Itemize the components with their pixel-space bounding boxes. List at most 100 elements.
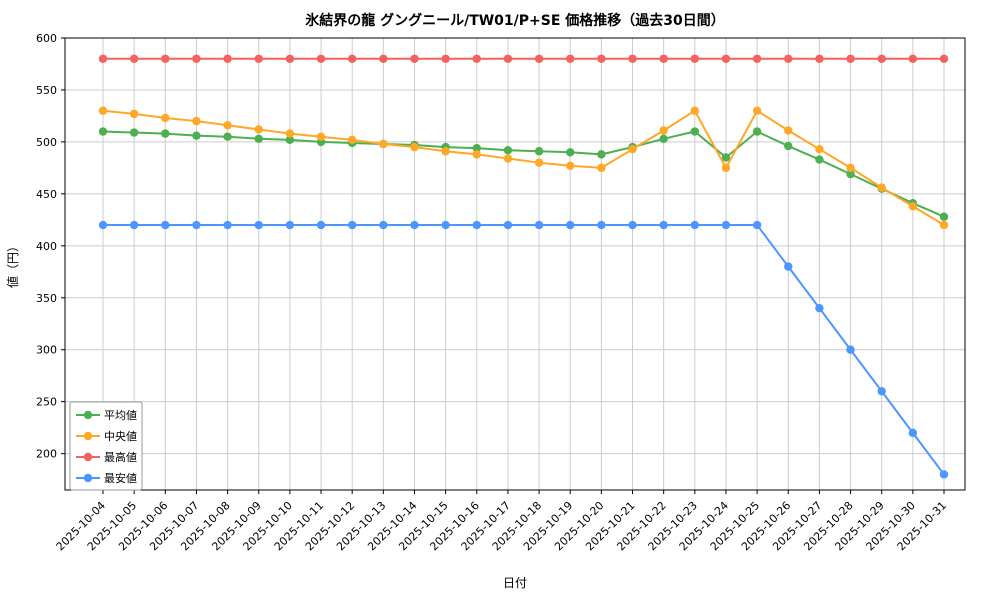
legend-label: 中央値	[104, 430, 137, 443]
data-point	[597, 163, 606, 173]
data-point	[503, 220, 513, 230]
data-point	[441, 54, 450, 63]
y-tick-label: 200	[36, 448, 57, 461]
data-point	[441, 220, 450, 230]
data-point	[285, 54, 295, 63]
data-point	[908, 202, 918, 211]
data-point	[628, 144, 637, 154]
data-point	[503, 54, 513, 63]
data-point	[379, 54, 388, 63]
data-point	[877, 387, 886, 396]
series-line-0	[102, 130, 945, 218]
data-point	[161, 220, 170, 230]
series-line-1	[102, 109, 945, 226]
data-point	[98, 54, 108, 63]
data-point	[254, 134, 263, 143]
data-point	[285, 129, 295, 138]
data-point	[161, 113, 170, 123]
data-point	[98, 220, 108, 230]
data-point	[597, 150, 606, 159]
plot-border	[64, 37, 966, 491]
data-point	[908, 54, 918, 63]
data-point	[223, 121, 232, 130]
data-point	[846, 345, 855, 354]
data-point	[721, 163, 731, 173]
chart-title: 氷結界の龍 グングニール/TW01/P+SE 価格推移（過去30日間）	[305, 12, 725, 29]
data-point	[223, 220, 232, 230]
data-point	[223, 54, 232, 63]
y-axis-label: 値（円）	[5, 240, 20, 288]
legend-marker	[83, 431, 93, 441]
data-point	[347, 135, 357, 145]
data-point	[721, 220, 731, 230]
y-tick-label: 300	[36, 344, 57, 357]
y-tick-label: 450	[36, 188, 57, 201]
data-point	[129, 54, 139, 63]
data-point	[908, 428, 918, 438]
data-point	[285, 220, 295, 230]
data-point	[721, 153, 731, 162]
data-point	[597, 220, 606, 230]
data-point	[784, 54, 793, 63]
legend-marker	[83, 410, 93, 420]
data-point	[752, 54, 762, 63]
data-point	[815, 155, 824, 164]
legend-label: 平均値	[104, 409, 137, 422]
plot-area: 2002503003504004505005506002025-10-04202…	[36, 32, 966, 553]
data-point	[846, 169, 855, 179]
data-point	[784, 126, 793, 135]
data-point	[347, 54, 357, 63]
data-point	[939, 54, 949, 63]
legend-box	[69, 401, 143, 491]
data-point	[815, 144, 824, 154]
data-point	[566, 161, 575, 171]
data-point	[254, 220, 263, 230]
data-point	[472, 54, 481, 63]
data-point	[192, 131, 201, 140]
y-tick-label: 350	[36, 292, 57, 305]
data-point	[877, 183, 886, 192]
data-point	[784, 141, 793, 151]
data-point	[254, 54, 263, 63]
data-point	[877, 54, 886, 63]
data-point	[129, 109, 139, 119]
data-point	[690, 220, 700, 230]
data-point	[846, 163, 855, 173]
data-point	[752, 127, 762, 136]
data-point	[815, 54, 824, 63]
data-point	[566, 148, 575, 157]
data-point	[316, 132, 326, 141]
legend-marker	[83, 452, 93, 462]
data-point	[316, 220, 326, 230]
y-tick-label: 250	[36, 396, 57, 409]
data-point	[659, 54, 668, 63]
data-point	[503, 146, 513, 155]
y-tick-label: 600	[36, 32, 57, 45]
legend-label: 最高値	[104, 450, 137, 464]
data-point	[566, 54, 575, 63]
y-tick-label: 400	[36, 240, 57, 253]
data-point	[503, 154, 513, 163]
data-point	[534, 158, 544, 167]
data-point	[98, 127, 108, 136]
data-point	[659, 220, 668, 230]
data-point	[129, 128, 139, 137]
data-point	[597, 54, 606, 63]
data-point	[192, 220, 201, 230]
data-point	[939, 220, 949, 230]
data-point	[752, 220, 762, 230]
data-point	[441, 147, 450, 156]
data-point	[316, 54, 326, 63]
data-point	[285, 135, 295, 145]
data-point	[192, 116, 201, 126]
data-point	[566, 220, 575, 230]
x-axis-label: 日付	[503, 576, 527, 590]
legend-marker	[83, 473, 93, 483]
data-point	[721, 54, 731, 63]
data-point	[410, 142, 419, 152]
data-point	[98, 106, 108, 115]
data-point	[939, 212, 949, 221]
data-point	[410, 54, 419, 63]
